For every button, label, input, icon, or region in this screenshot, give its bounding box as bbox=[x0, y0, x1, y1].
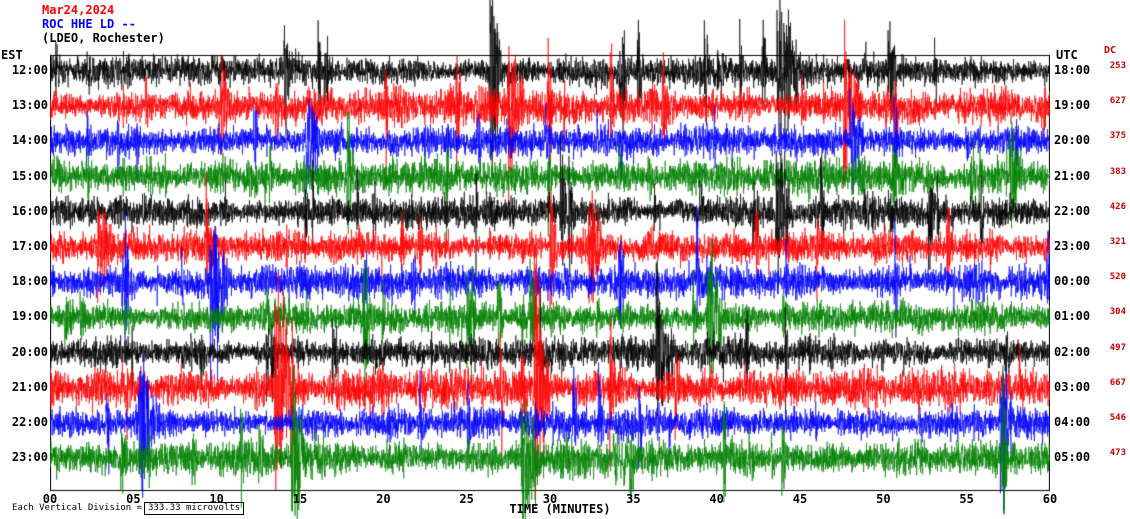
utc-time-label: 04:00 bbox=[1054, 415, 1091, 429]
utc-time-label: 05:00 bbox=[1054, 450, 1091, 465]
dc-column-label: DC bbox=[1104, 45, 1117, 56]
utc-time-label: 01:00 bbox=[1054, 309, 1091, 324]
x-axis-title: TIME (MINUTES) bbox=[509, 502, 611, 516]
utc-time-label: 23:00 bbox=[1054, 239, 1091, 253]
est-time-label: 18:00 bbox=[11, 274, 48, 289]
location-label: (LDEO, Rochester) bbox=[42, 31, 165, 45]
est-time-label: 17:00 bbox=[11, 239, 48, 253]
dc-value: 497 bbox=[1109, 342, 1126, 353]
x-tick-label: 25 bbox=[459, 492, 474, 506]
x-tick-label: 15 bbox=[292, 492, 308, 506]
utc-time-label: 18:00 bbox=[1054, 63, 1091, 77]
seismogram-plot bbox=[50, 0, 1050, 519]
x-tick-label: 35 bbox=[626, 492, 641, 506]
right-axis-label: UTC bbox=[1056, 48, 1078, 62]
x-tick-label: 20 bbox=[376, 492, 391, 506]
est-time-label: 19:00 bbox=[11, 309, 48, 324]
est-time-label: 16:00 bbox=[11, 203, 48, 218]
dc-value: 667 bbox=[1109, 377, 1126, 388]
est-time-label: 22:00 bbox=[11, 415, 48, 429]
utc-time-label: 19:00 bbox=[1054, 98, 1091, 113]
dc-value: 627 bbox=[1109, 96, 1126, 107]
est-time-label: 14:00 bbox=[11, 133, 48, 148]
est-time-label: 15:00 bbox=[11, 168, 48, 183]
dc-value: 473 bbox=[1109, 448, 1126, 459]
x-tick-label: 55 bbox=[959, 492, 974, 506]
x-tick-label: 60 bbox=[1042, 492, 1058, 506]
utc-time-label: 03:00 bbox=[1054, 379, 1091, 394]
x-tick-label: 40 bbox=[709, 492, 724, 506]
x-tick-label: 30 bbox=[542, 492, 558, 506]
x-tick-label: 45 bbox=[792, 492, 808, 506]
x-tick-label: 50 bbox=[876, 492, 891, 506]
est-time-label: 23:00 bbox=[11, 450, 48, 465]
est-time-label: 13:00 bbox=[11, 98, 48, 113]
x-tick-label: 10 bbox=[209, 492, 224, 506]
dc-value: 546 bbox=[1109, 413, 1126, 423]
dc-value: 321 bbox=[1109, 237, 1126, 247]
dc-value: 253 bbox=[1109, 61, 1126, 71]
division-note-value: 333.33 microvolts bbox=[144, 502, 245, 515]
division-note: Each Vertical Division = 333.33 microvolt… bbox=[12, 502, 245, 515]
date-label: Mar24,2024 bbox=[42, 3, 115, 17]
x-tick-label: 05 bbox=[126, 492, 141, 506]
dc-value: 426 bbox=[1109, 201, 1126, 212]
dc-value: 520 bbox=[1109, 272, 1126, 283]
utc-time-label: 20:00 bbox=[1054, 133, 1091, 148]
left-axis-label: EST bbox=[1, 48, 23, 62]
utc-time-label: 00:00 bbox=[1054, 274, 1091, 289]
utc-time-label: 02:00 bbox=[1054, 344, 1091, 359]
utc-time-label: 22:00 bbox=[1054, 203, 1091, 218]
division-note-label: Each Vertical Division = bbox=[12, 503, 143, 513]
est-time-label: 21:00 bbox=[11, 379, 48, 394]
dc-value: 375 bbox=[1109, 131, 1126, 142]
est-time-label: 12:00 bbox=[11, 63, 48, 77]
station-label: ROC HHE LD -- bbox=[42, 17, 136, 31]
utc-time-label: 21:00 bbox=[1054, 168, 1091, 183]
dc-value: 304 bbox=[1109, 307, 1126, 318]
dc-value: 383 bbox=[1109, 166, 1126, 177]
x-tick-label: 00 bbox=[42, 492, 58, 506]
est-time-label: 20:00 bbox=[11, 344, 48, 359]
